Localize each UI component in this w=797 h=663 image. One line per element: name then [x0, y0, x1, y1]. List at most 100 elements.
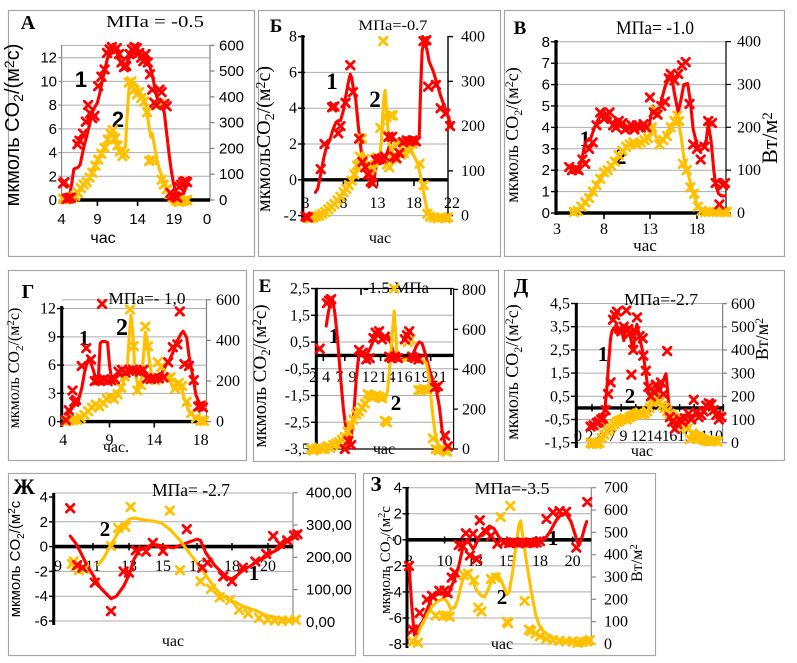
- svg-text:4: 4: [40, 489, 48, 506]
- svg-text:МПа=- 1,0: МПа=- 1,0: [109, 289, 186, 308]
- svg-text:МПа= -2.7: МПа= -2.7: [152, 480, 230, 500]
- svg-text:18: 18: [532, 553, 548, 570]
- svg-text:7: 7: [542, 55, 550, 72]
- svg-text:9: 9: [106, 432, 114, 449]
- svg-text:Б: Б: [270, 16, 283, 37]
- svg-text:2 4 7 9 1214161921: 2 4 7 9 1214161921: [309, 369, 447, 386]
- svg-text:600: 600: [216, 292, 240, 309]
- svg-text:300: 300: [737, 76, 761, 93]
- svg-text:100,00: 100,00: [306, 582, 352, 599]
- svg-text:5: 5: [542, 98, 550, 115]
- svg-text:9: 9: [54, 558, 62, 575]
- svg-text:мкмоль CO2/(м2с: мкмоль CO2/(м2с: [377, 506, 397, 614]
- svg-text:1: 1: [580, 126, 591, 151]
- svg-text:-2: -2: [389, 558, 402, 575]
- svg-text:14: 14: [146, 432, 162, 449]
- svg-text:МПа=-2.7: МПа=-2.7: [624, 290, 699, 309]
- svg-text:1: 1: [249, 561, 260, 585]
- svg-text:200: 200: [461, 118, 485, 135]
- svg-text:0,5: 0,5: [290, 334, 310, 351]
- svg-text:0: 0: [40, 539, 48, 556]
- svg-text:мкмоль CO2/(м2с): мкмоль CO2/(м2с): [5, 308, 26, 429]
- svg-text:6: 6: [542, 77, 550, 94]
- svg-text:МПа=-0.7: МПа=-0.7: [359, 18, 429, 34]
- svg-text:Д: Д: [514, 274, 529, 298]
- svg-text:3: 3: [553, 221, 561, 238]
- svg-text:мкмоль CO2/(м2с): мкмоль CO2/(м2с): [249, 304, 273, 447]
- svg-text:300,00: 300,00: [306, 517, 352, 534]
- svg-text:19: 19: [166, 211, 183, 228]
- svg-text:500: 500: [219, 63, 244, 80]
- svg-text:2,5: 2,5: [290, 281, 310, 298]
- svg-text:0: 0: [216, 414, 224, 431]
- svg-text:1: 1: [542, 184, 550, 201]
- svg-text:100: 100: [731, 412, 755, 429]
- svg-text:300: 300: [219, 115, 244, 132]
- svg-text:час: час: [162, 633, 184, 650]
- svg-text:4: 4: [49, 145, 57, 162]
- svg-text:-4: -4: [35, 588, 48, 605]
- svg-text:4: 4: [542, 119, 550, 136]
- svg-text:0: 0: [461, 208, 469, 225]
- svg-text:Вт/м2: Вт/м2: [628, 544, 646, 582]
- svg-text:мкмоль CO2/(м2с: мкмоль CO2/(м2с: [7, 500, 27, 617]
- svg-text:мкмольCO2/(м2с): мкмольCO2/(м2с): [253, 66, 278, 212]
- svg-text:700: 700: [604, 480, 628, 497]
- svg-text:3: 3: [542, 141, 550, 158]
- svg-text:час: час: [373, 441, 395, 458]
- svg-text:400: 400: [219, 89, 244, 106]
- svg-text:400: 400: [461, 29, 485, 46]
- svg-text:0: 0: [737, 205, 745, 222]
- svg-text:мкмоль CO2/(м2с): мкмоль CO2/(м2с): [502, 67, 525, 202]
- svg-text:800: 800: [462, 282, 486, 299]
- svg-text:0,5: 0,5: [550, 388, 570, 405]
- svg-text:Г: Г: [22, 281, 35, 303]
- svg-text:4: 4: [289, 100, 297, 117]
- svg-text:-8: -8: [389, 636, 402, 653]
- svg-text:-0,5: -0,5: [285, 361, 310, 378]
- svg-text:300: 300: [604, 569, 628, 586]
- svg-text:0: 0: [731, 435, 739, 452]
- svg-text:500: 500: [604, 524, 628, 541]
- svg-text:200: 200: [604, 591, 628, 608]
- svg-text:час: час: [369, 230, 391, 247]
- svg-text:300: 300: [461, 73, 485, 90]
- svg-text:200: 200: [731, 389, 755, 406]
- svg-text:300: 300: [731, 365, 755, 382]
- svg-text:13: 13: [642, 221, 658, 238]
- svg-text:2: 2: [40, 514, 48, 531]
- svg-text:4,5: 4,5: [550, 296, 570, 313]
- svg-text:час: час: [90, 230, 115, 247]
- svg-text:100: 100: [461, 163, 485, 180]
- svg-text:1,5: 1,5: [290, 307, 310, 324]
- svg-text:4: 4: [57, 211, 65, 228]
- svg-text:0,00: 0,00: [306, 614, 335, 631]
- svg-text:400: 400: [604, 547, 628, 564]
- svg-text:20: 20: [565, 553, 581, 570]
- svg-text:0: 0: [542, 205, 550, 222]
- svg-text:8: 8: [49, 97, 57, 114]
- svg-text:1: 1: [326, 69, 338, 94]
- svg-text:500: 500: [731, 319, 755, 336]
- svg-text:мкмоль CO2/(м2с): мкмоль CO2/(м2с): [502, 304, 525, 439]
- svg-text:10: 10: [40, 73, 57, 90]
- svg-text:МПа= -1.0: МПа= -1.0: [616, 18, 694, 39]
- svg-text:2: 2: [542, 162, 550, 179]
- svg-text:2: 2: [394, 506, 402, 523]
- svg-text:400: 400: [216, 332, 240, 349]
- svg-text:2: 2: [112, 107, 124, 132]
- svg-text:-1,5: -1,5: [285, 388, 310, 405]
- svg-text:1: 1: [329, 324, 340, 348]
- svg-text:-4: -4: [389, 584, 402, 601]
- svg-text:14: 14: [129, 211, 146, 228]
- svg-text:-6: -6: [389, 610, 402, 627]
- svg-text:0: 0: [48, 414, 56, 431]
- svg-text:8: 8: [289, 29, 297, 46]
- svg-text:час: час: [631, 443, 653, 460]
- svg-text:2: 2: [49, 168, 57, 185]
- svg-text:МПа = -0.5: МПа = -0.5: [106, 12, 204, 31]
- svg-text:400: 400: [737, 34, 761, 51]
- svg-text:А: А: [21, 12, 36, 34]
- svg-text:200: 200: [462, 401, 486, 418]
- svg-text:200,00: 200,00: [306, 549, 352, 566]
